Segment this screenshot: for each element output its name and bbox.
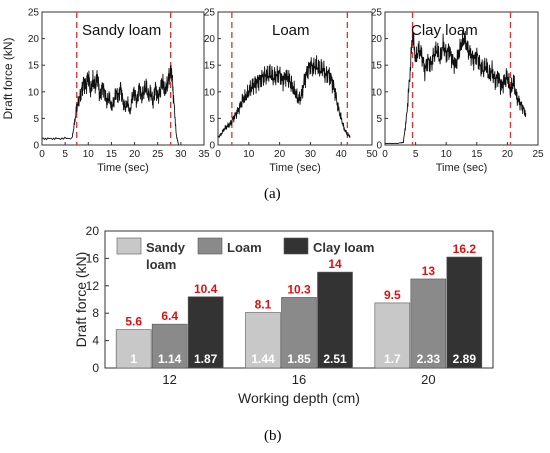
panel-1-xtick-label: 15 — [106, 149, 118, 160]
bar — [446, 256, 483, 369]
panel-2-xtick-label: 10 — [243, 149, 255, 160]
panel-3-ytick-label: 10 — [371, 87, 383, 98]
panel-3-ytick-label: 0 — [376, 141, 382, 152]
caption-a: (a) — [264, 186, 281, 202]
bar — [317, 271, 353, 369]
panel-1-ytick-label: 0 — [33, 141, 39, 152]
bar-value-label: 9.5 — [384, 288, 401, 302]
panel-2-ytick-label: 10 — [204, 87, 216, 98]
panel-3-xtick-label: 15 — [471, 149, 483, 160]
bar-ytick-label: 8 — [92, 306, 99, 320]
panel-1-series-line — [41, 64, 179, 146]
bar-ratio-label: 1 — [130, 352, 137, 366]
panel-1-ytick-label: 10 — [28, 87, 40, 98]
panel-3-xtick-label: 25 — [532, 149, 544, 160]
panel-1-xtick-label: 20 — [129, 149, 141, 160]
bar — [410, 278, 447, 369]
bar-ytick-label: 4 — [92, 334, 99, 348]
bar-value-label: 6.4 — [161, 309, 178, 323]
panel-3-frame — [384, 11, 539, 146]
panel-1-ytick-label: 5 — [33, 114, 39, 125]
bar — [187, 296, 224, 369]
panel-3-xtick-label: 20 — [502, 149, 514, 160]
panel-1-title: Sandy loam — [82, 22, 161, 39]
caption-b: (b) — [264, 428, 282, 444]
legend-label: Clay loam — [313, 240, 374, 255]
panel-3-ytick-label: 15 — [371, 61, 383, 72]
panel-1-ytick-label: 15 — [28, 61, 40, 72]
bar-xtick-label: 16 — [292, 372, 306, 387]
bar-ratio-label: 1.14 — [158, 352, 182, 366]
panel-1-xlabel: Time (sec) — [97, 162, 149, 174]
panel-1-ytick-label: 25 — [28, 8, 40, 19]
panel-3-xtick-label: 5 — [413, 149, 419, 160]
panel-2-xlabel: Time (sec) — [269, 162, 321, 174]
bar-ytick-label: 12 — [86, 279, 100, 293]
legend-swatch — [197, 237, 223, 255]
bar-xlabel: Working depth (cm) — [238, 390, 360, 406]
bar-value-label: 14 — [328, 257, 342, 271]
bar-xtick-label: 20 — [421, 372, 435, 387]
panel-3-xlabel: Time (sec) — [436, 162, 488, 174]
bar — [374, 302, 411, 369]
panel-1-xtick-label: 5 — [62, 149, 68, 160]
panel-1-xtick-label: 30 — [175, 149, 187, 160]
panel-2-ytick-label: 5 — [209, 114, 215, 125]
panel-2-xtick-label: 0 — [215, 149, 221, 160]
panel-2-ytick-label: 15 — [204, 61, 216, 72]
bar — [245, 312, 281, 369]
panel-3-title: Clay loam — [411, 22, 478, 39]
bar-ratio-label: 2.89 — [453, 352, 477, 366]
bar-value-label: 13 — [422, 264, 436, 278]
panel-1-ylabel: Draft force (kN) — [1, 37, 15, 119]
legend-swatch — [283, 237, 309, 255]
panel-1-xtick-label: 35 — [198, 149, 210, 160]
bar-ytick-label: 16 — [86, 251, 100, 265]
panel-3-ytick-label: 5 — [376, 114, 382, 125]
bar-ytick-label: 0 — [92, 361, 99, 375]
panel-2-xtick-label: 50 — [366, 149, 378, 160]
panel-2-xtick-label: 30 — [305, 149, 317, 160]
panel-3-series-line — [384, 30, 527, 145]
bar-value-label: 10.3 — [287, 282, 311, 296]
bar-xtick-label: 12 — [162, 372, 176, 387]
panel-2-series-line — [217, 55, 351, 139]
bar — [115, 329, 152, 369]
legend-label: Sandy — [146, 240, 186, 255]
bar-ratio-label: 1.85 — [287, 352, 311, 366]
legend-label: Loam — [227, 240, 262, 255]
panel-3-ytick-label: 25 — [371, 8, 383, 19]
bar-value-label: 8.1 — [255, 298, 272, 312]
bar-ratio-label: 2.51 — [323, 352, 347, 366]
bar — [281, 297, 317, 369]
legend-label: loam — [146, 257, 176, 272]
panel-1-ytick-label: 20 — [28, 34, 40, 45]
panel-2-ytick-label: 20 — [204, 34, 216, 45]
bar-ratio-label: 2.33 — [417, 352, 441, 366]
panel-2-ytick-label: 25 — [204, 8, 216, 19]
panel-2-xtick-label: 40 — [336, 149, 348, 160]
bar-ratio-label: 1.7 — [384, 352, 401, 366]
bar-ytick-label: 20 — [86, 224, 100, 238]
bar — [151, 323, 188, 369]
panel-1-xtick-label: 0 — [39, 149, 45, 160]
panel-3-ytick-label: 20 — [371, 34, 383, 45]
bar-ratio-label: 1.87 — [194, 352, 218, 366]
bar-value-label: 10.4 — [194, 282, 218, 296]
bar-value-label: 16.2 — [453, 242, 477, 256]
panel-2-ytick-label: 0 — [209, 141, 215, 152]
panel-1-xtick-label: 10 — [83, 149, 95, 160]
panel-1-xtick-label: 25 — [152, 149, 164, 160]
panel-2-xtick-label: 20 — [274, 149, 286, 160]
panel-3-xtick-label: 0 — [382, 149, 388, 160]
legend-swatch — [116, 237, 142, 255]
bar-ylabel: Draft force (kN) — [73, 252, 89, 348]
panel-2-frame — [217, 11, 373, 146]
panel-2-title: Loam — [272, 22, 310, 39]
bar-ratio-label: 1.44 — [251, 352, 275, 366]
panel-1-frame — [41, 11, 205, 146]
bar-value-label: 5.6 — [125, 315, 142, 329]
panel-3-xtick-label: 10 — [441, 149, 453, 160]
